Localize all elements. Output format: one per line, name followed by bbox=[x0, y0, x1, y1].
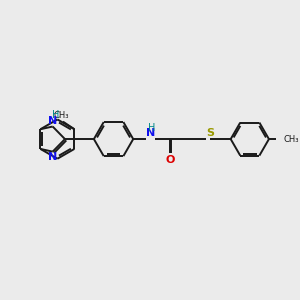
Text: O: O bbox=[165, 155, 175, 166]
Text: N: N bbox=[48, 116, 57, 126]
Text: CH₃: CH₃ bbox=[54, 111, 69, 120]
Text: N: N bbox=[48, 152, 57, 163]
Text: CH₃: CH₃ bbox=[284, 135, 299, 144]
Text: H: H bbox=[52, 110, 60, 120]
Text: S: S bbox=[206, 128, 214, 138]
Text: N: N bbox=[146, 128, 156, 138]
Text: H: H bbox=[148, 122, 155, 133]
